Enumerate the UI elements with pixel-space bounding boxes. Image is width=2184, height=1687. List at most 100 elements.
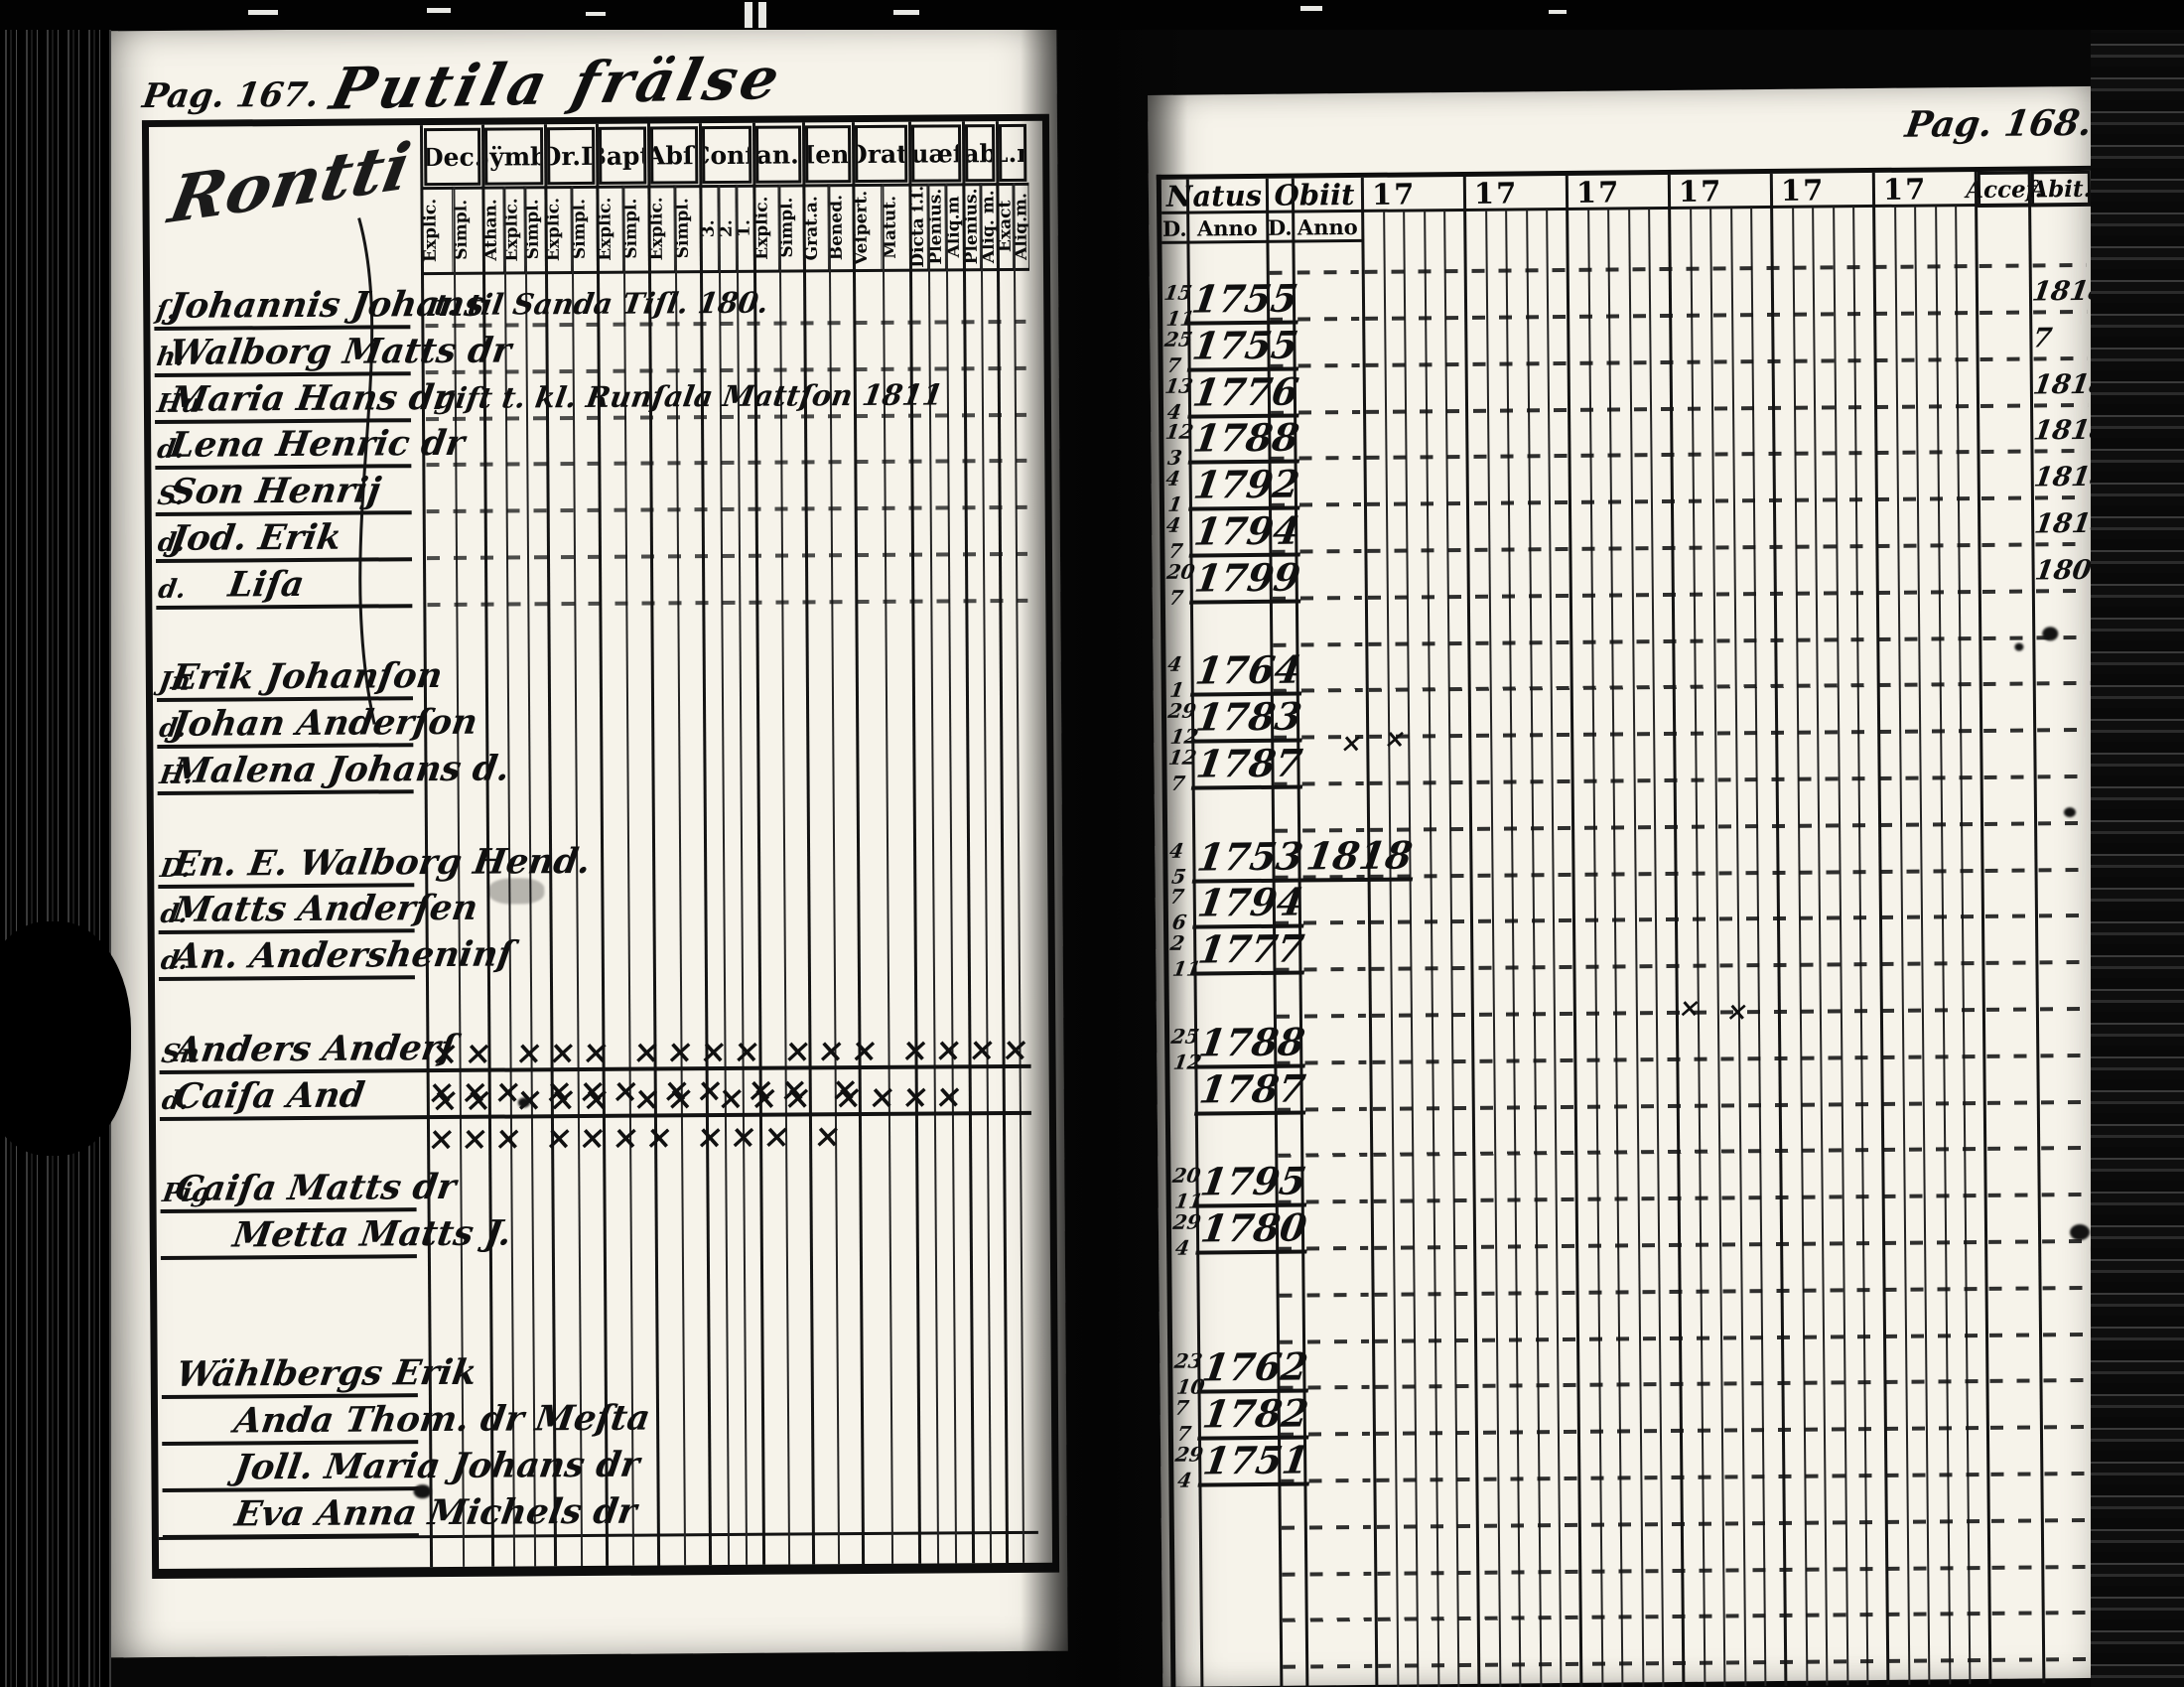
row-dash-accessit bbox=[1983, 774, 2032, 779]
column-divider bbox=[751, 122, 766, 1565]
subcolumn-header-label: Matut. bbox=[881, 183, 910, 271]
row-dash-obiit bbox=[1298, 409, 1361, 415]
column-header-label: Orat. bbox=[854, 124, 908, 184]
natus-year: 1764 bbox=[1189, 646, 1308, 698]
subcolumn-divider bbox=[1648, 209, 1665, 1687]
subcolumn-header-label: Plenius. bbox=[963, 183, 981, 271]
subcolumn-header-label: Simpl. bbox=[622, 185, 650, 273]
row-dash-natus bbox=[1279, 1293, 1301, 1298]
row-dash-obiit bbox=[1298, 456, 1361, 461]
row-dash-obiit bbox=[1307, 1432, 1370, 1437]
abiit-entry: 7 bbox=[2030, 323, 2054, 354]
stray-x-mark: × bbox=[1382, 724, 1409, 755]
natus-month: 7 bbox=[1168, 771, 1187, 795]
row-dash-obiit bbox=[1305, 1153, 1368, 1158]
subcolumn-header-label: Simpl. bbox=[674, 185, 702, 273]
household-name-script: Rontti bbox=[163, 127, 417, 238]
scan-artifact bbox=[758, 2, 766, 28]
row-dash-abiit bbox=[2033, 309, 2088, 315]
subcolumn-divider bbox=[1729, 208, 1747, 1687]
entry-name: Son Henrij bbox=[167, 470, 384, 513]
ink-smudge bbox=[2042, 627, 2059, 641]
book-spine-pages-edge bbox=[0, 0, 111, 1687]
ink-smudge bbox=[488, 878, 545, 905]
stray-ink-stroke bbox=[357, 217, 376, 725]
subcolumn-header-label: Plenius. bbox=[927, 183, 946, 271]
column-divider bbox=[1769, 173, 1788, 1686]
subcolumn-divider bbox=[1852, 207, 1869, 1686]
natus-year: 1753 bbox=[1191, 833, 1310, 884]
natus-year: 1799 bbox=[1188, 554, 1307, 605]
decade-header-label: 17 bbox=[1371, 177, 1417, 211]
natus-year: 1755 bbox=[1186, 322, 1305, 372]
entry-name: Walborg Matts dr bbox=[166, 330, 514, 373]
row-dash-accessit bbox=[1990, 1518, 2039, 1523]
row-dash-accessit bbox=[1984, 914, 2033, 919]
natus-day: 4 bbox=[1164, 512, 1182, 537]
subcolumn-header-label: Bened. bbox=[828, 184, 854, 272]
scan-right-edge bbox=[2091, 0, 2184, 1687]
subcolumn-divider bbox=[1423, 211, 1440, 1687]
subcolumn-divider bbox=[1955, 206, 1972, 1685]
entry-name: Wählbergs Erik bbox=[173, 1352, 479, 1396]
subcolumn-divider bbox=[1791, 207, 1808, 1686]
natus-year: 1780 bbox=[1195, 1204, 1314, 1255]
row-dashes bbox=[426, 459, 1027, 468]
column-header-label: Bapt. bbox=[598, 126, 647, 185]
row-dash-abiit bbox=[2042, 1238, 2097, 1244]
natus-year: 1782 bbox=[1197, 1390, 1316, 1441]
row-dash-accessit bbox=[1991, 1611, 2040, 1617]
scan-artifact bbox=[893, 10, 919, 15]
subcolumn-header-label: Aliq.m bbox=[945, 183, 964, 271]
right-table: Natus Obiit D. Anno D. Anno Accef. Abit.… bbox=[1156, 165, 2118, 1687]
subcolumn-header-label: 2. bbox=[718, 184, 738, 273]
natus-year: 1783 bbox=[1190, 693, 1309, 744]
natus-year: 1776 bbox=[1187, 368, 1306, 419]
header-subline bbox=[1161, 238, 1363, 244]
row-dash-abiit bbox=[2043, 1332, 2098, 1336]
scan-black-blob bbox=[0, 921, 131, 1156]
obiit-year: 1818 bbox=[1300, 832, 1420, 883]
entry-name: Anders Anderſ bbox=[171, 1027, 459, 1070]
row-dash-accessit bbox=[1980, 403, 2029, 408]
decade-header-label: 17 bbox=[1473, 176, 1519, 211]
row-dash-obiit bbox=[1300, 688, 1363, 693]
natus-day: 4 bbox=[1163, 466, 1182, 492]
row-dash-accessit bbox=[1988, 1286, 2037, 1291]
row-dash-abiit bbox=[2041, 1146, 2096, 1151]
column-divider bbox=[1667, 174, 1686, 1687]
subcolumn-divider bbox=[1403, 211, 1420, 1687]
stray-x-mark: × bbox=[1724, 997, 1751, 1028]
natus-year: 1787 bbox=[1193, 1065, 1312, 1116]
row-dash-abiit bbox=[2036, 681, 2091, 686]
column-divider bbox=[698, 123, 713, 1566]
natus-month: 7 bbox=[1167, 585, 1185, 610]
subcolumn-header-label: Explic. bbox=[648, 185, 676, 273]
column-header-label: Abſ. bbox=[649, 126, 699, 185]
natus-year: 1792 bbox=[1188, 461, 1307, 511]
natus-year: 1787 bbox=[1190, 740, 1309, 790]
name-underline bbox=[154, 325, 411, 332]
name-underline bbox=[160, 1254, 417, 1260]
column-header-label: Quæſt. bbox=[910, 124, 962, 183]
natus-month: 4 bbox=[1175, 1468, 1194, 1492]
subcolumn-header-label: Explic. bbox=[503, 186, 526, 274]
entry-name: Maria Hans dr bbox=[167, 376, 456, 420]
parish-title-script: Putila frälse bbox=[324, 44, 790, 123]
entry-name: Caiſa And bbox=[171, 1074, 367, 1117]
scan-artifact bbox=[1300, 6, 1322, 11]
entry-name: An. Andersheninſ bbox=[170, 933, 516, 978]
subcolumn-header-row: 3. 2. 1. bbox=[700, 184, 755, 273]
natus-day-subheader: D. bbox=[1161, 215, 1187, 241]
natus-year: 1751 bbox=[1197, 1437, 1316, 1487]
subcolumn-divider bbox=[1627, 209, 1645, 1687]
subcolumn-divider bbox=[1812, 207, 1829, 1686]
row-dash-accessit bbox=[1989, 1333, 2038, 1337]
natus-column-header: Natus bbox=[1165, 178, 1263, 213]
scan-artifact bbox=[1549, 10, 1567, 14]
column-divider bbox=[646, 123, 661, 1566]
name-underline bbox=[155, 510, 412, 517]
entry-name: Metta Matts J. bbox=[229, 1212, 514, 1256]
subcolumn-divider bbox=[1934, 206, 1952, 1685]
